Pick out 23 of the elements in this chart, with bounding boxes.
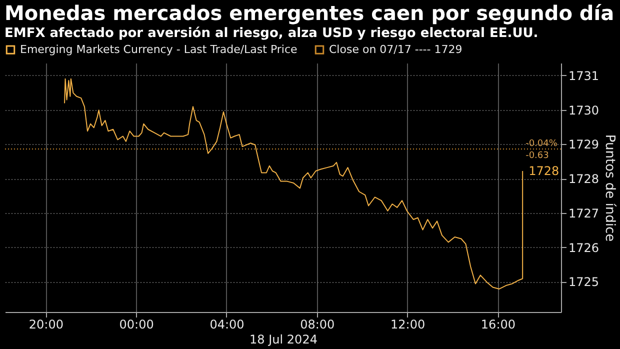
y-axis-title: Puntos de índice bbox=[602, 134, 618, 242]
legend-label: Emerging Markets Currency - Last Trade/Last Price bbox=[20, 42, 298, 56]
y-tick-label: 1729 bbox=[568, 138, 600, 152]
x-axis-title: 18 Jul 2024 bbox=[250, 332, 318, 346]
x-tick-label: 08:00 bbox=[300, 318, 335, 332]
y-tick-label: 1730 bbox=[568, 103, 600, 118]
chart-subtitle: EMFX afectado por aversión al riesgo, alza USD y riesgo electoral EE.UU. bbox=[4, 26, 538, 41]
y-tick-label: 1725 bbox=[568, 275, 600, 290]
x-tick-label: 20:00 bbox=[28, 318, 64, 332]
x-tick-label: 16:00 bbox=[480, 318, 516, 332]
y-tick-label: 1727 bbox=[568, 206, 600, 220]
line-series bbox=[64, 78, 524, 290]
x-tick-label: 04:00 bbox=[210, 318, 244, 332]
annotation: -0.04% bbox=[526, 138, 558, 149]
annotation: -0.63 bbox=[526, 150, 549, 161]
x-tick-label: 12:00 bbox=[390, 318, 426, 332]
y-tick-label: 1731 bbox=[568, 68, 600, 83]
annotation: 1728 bbox=[528, 164, 560, 178]
y-tick-label: 1728 bbox=[568, 172, 600, 186]
y-tick-label: 1726 bbox=[568, 240, 600, 255]
x-tick-label: 00:00 bbox=[119, 318, 154, 332]
legend-label: Close on 07/17 ---- 1729 bbox=[329, 42, 462, 56]
chart-title: Monedas mercados emergentes caen por segundo día bbox=[4, 1, 614, 25]
